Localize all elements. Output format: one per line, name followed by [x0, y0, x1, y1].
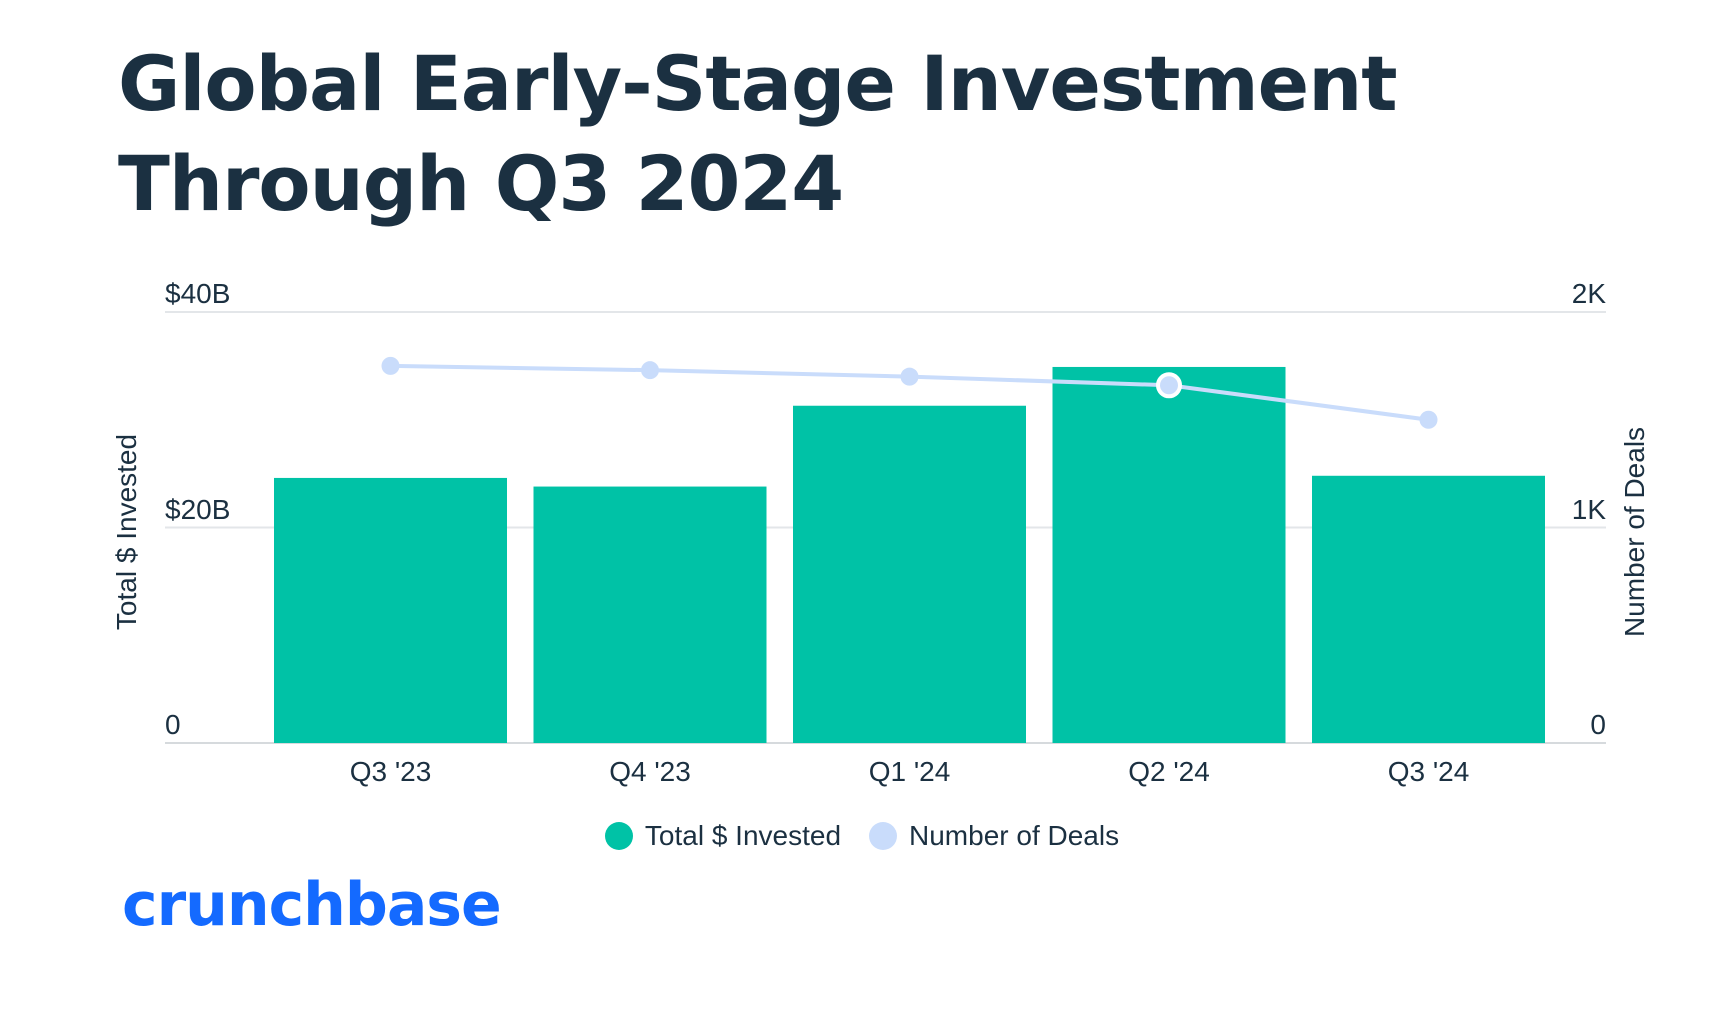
legend: Total $ Invested Number of Deals [0, 820, 1724, 852]
deal-point-3[interactable] [1156, 372, 1182, 399]
legend-swatch-total-invested [604, 822, 633, 850]
chart-title: Global Early-Stage Investment Through Q3… [118, 39, 1398, 228]
legend-label-total-invested: Total $ Invested [644, 820, 842, 851]
right-tick-label-2k: 2K [1572, 278, 1607, 309]
left-axis-title: Total $ Invested [111, 434, 142, 630]
deal-point-2[interactable] [900, 367, 919, 386]
left-tick-label-20b: $20B [165, 494, 230, 525]
bar-total-invested-0[interactable] [274, 477, 507, 743]
legend-label-number-of-deals: Number of Deals [909, 820, 1120, 851]
left-tick-label-40b: $40B [165, 278, 230, 309]
deal-point-4[interactable] [1419, 410, 1438, 429]
bar-total-invested-4[interactable] [1312, 475, 1545, 743]
x-tick-labels: Q3 '23 Q4 '23 Q1 '24 Q2 '24 Q3 '24 [350, 756, 1470, 787]
x-tick-label-2: Q1 '24 [869, 756, 951, 787]
legend-swatch-number-of-deals [869, 822, 898, 850]
bar-total-invested-3[interactable] [1052, 366, 1286, 743]
bar-total-invested-1[interactable] [533, 486, 767, 743]
legend-item-total-invested[interactable]: Total $ Invested [604, 820, 842, 852]
right-axis-title: Number of Deals [1619, 427, 1650, 637]
x-tick-label-4: Q3 '24 [1388, 756, 1470, 787]
right-tick-label-1k: 1K [1572, 494, 1607, 525]
left-tick-label-0: 0 [165, 709, 181, 740]
axes: $40B $20B 0 2K 1K 0 Total $ Invested Num… [111, 278, 1650, 740]
deal-point-0[interactable] [381, 356, 400, 375]
bar-total-invested-2[interactable] [793, 405, 1026, 743]
right-tick-label-0: 0 [1590, 709, 1606, 740]
legend-item-number-of-deals[interactable]: Number of Deals [869, 820, 1119, 852]
deal-point-1[interactable] [641, 361, 659, 380]
crunchbase-logo: crunchbase [122, 870, 502, 940]
bars [274, 366, 1545, 743]
x-tick-label-0: Q3 '23 [350, 756, 432, 787]
x-tick-label-3: Q2 '24 [1128, 756, 1210, 787]
deal-points [381, 356, 1438, 429]
x-tick-label-1: Q4 '23 [609, 756, 691, 787]
